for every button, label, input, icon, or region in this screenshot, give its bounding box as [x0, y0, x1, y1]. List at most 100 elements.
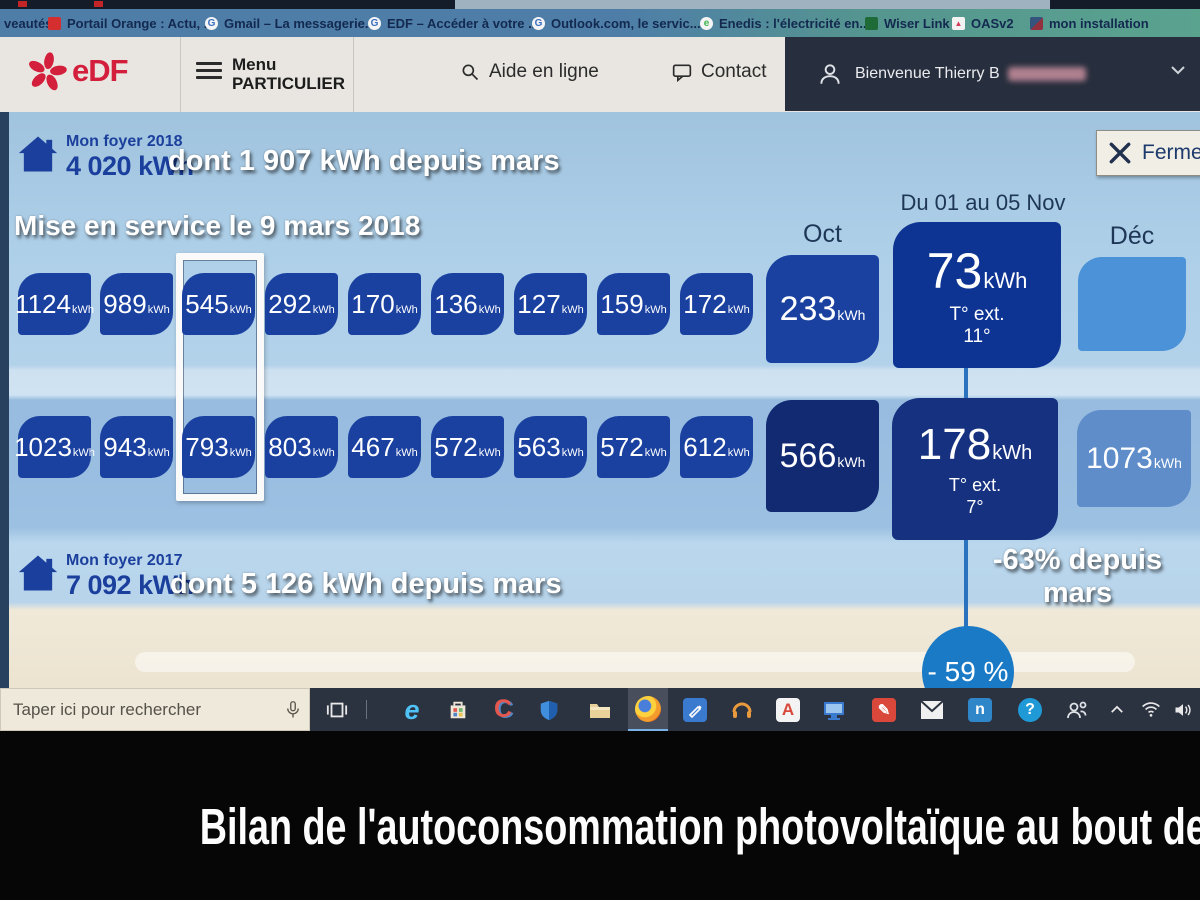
photo-caption: Bilan de l'autoconsommation photovoltaïq… — [199, 798, 1200, 855]
tile-juin-2017[interactable]: 572 kWh — [431, 416, 504, 478]
chat-bubble-icon — [672, 64, 692, 82]
bookmark-outlook[interactable]: G Outlook.com, le servic... — [532, 9, 701, 37]
search-icon — [462, 64, 479, 81]
volume-button[interactable] — [1166, 688, 1200, 731]
bookmark-edf[interactable]: G EDF – Accéder à votre ... — [368, 9, 539, 37]
ie-button[interactable]: e — [392, 688, 432, 731]
tile-avr-2017[interactable]: 803 kWh — [265, 416, 338, 478]
ccleaner-icon: C — [493, 695, 513, 723]
tile-oct-2018[interactable]: 233 kWh — [766, 255, 879, 363]
bookmark-overflow[interactable]: veautés — [4, 15, 53, 31]
help-app-button[interactable]: ? — [1010, 688, 1050, 731]
file-explorer-button[interactable] — [580, 688, 620, 731]
pen-app-button[interactable] — [675, 688, 715, 731]
tile-avr-2018[interactable]: 292 kWh — [265, 273, 338, 335]
tile-nov-2018[interactable]: 73 kWh T° ext. 11° — [893, 222, 1061, 368]
mail-button[interactable] — [912, 688, 952, 731]
people-button[interactable] — [1057, 688, 1097, 731]
account-menu[interactable]: Bienvenue Thierry B — [785, 37, 1200, 111]
sign-app-button[interactable]: ✎ — [864, 688, 904, 731]
browser-bookmark-bar: veautés Portail Orange : Actu, ... G Gma… — [0, 9, 1200, 37]
bookmark-oasv2[interactable]: ▲ OASv2 — [952, 9, 1014, 37]
help-question-icon: ? — [1018, 697, 1042, 722]
photo-caption-area: Bilan de l'autoconsommation photovoltaïq… — [0, 731, 1200, 900]
ccleaner-button[interactable]: C — [483, 688, 523, 731]
bookmark-wiser-link[interactable]: Wiser Link — [865, 9, 950, 37]
tile-oct-2017[interactable]: 566 kWh — [766, 400, 879, 512]
folder-icon — [590, 703, 610, 718]
mic-icon[interactable] — [284, 699, 302, 721]
nov-period-label: Du 01 au 05 Nov — [900, 190, 1066, 215]
task-view-button[interactable] — [317, 688, 357, 731]
tile-aout-2018[interactable]: 159 kWh — [597, 273, 670, 335]
bookmark-portail-orange[interactable]: Portail Orange : Actu, ... — [48, 9, 215, 37]
chevron-up-icon — [1111, 705, 1123, 713]
edf-logo-text: eDF — [72, 53, 129, 88]
foyer-2018-note-overlay: dont 1 907 kWh depuis mars — [168, 145, 560, 177]
dec-label: Déc — [1109, 222, 1155, 250]
help-online-link[interactable]: Aide en ligne — [460, 61, 599, 83]
oasv2-icon: ▲ — [952, 16, 965, 30]
oct-label: Oct — [803, 220, 842, 248]
mise-en-service-overlay: Mise en service le 9 mars 2018 — [14, 210, 421, 241]
house-icon — [18, 555, 58, 591]
g-icon: G — [368, 16, 381, 30]
tile-juin-2018[interactable]: 136 kWh — [431, 273, 504, 335]
tray-expand-button[interactable] — [1100, 688, 1134, 731]
windows-search-box[interactable] — [0, 688, 310, 731]
edf-logo[interactable]: eDF — [26, 50, 129, 92]
signature-pen-icon: ✎ — [872, 697, 896, 722]
defender-button[interactable] — [529, 688, 569, 731]
wiser-link-icon — [865, 16, 878, 30]
delta-since-march-overlay: -63% depuis mars — [992, 544, 1163, 609]
tile-mar-2017[interactable]: 793 kWh — [182, 416, 255, 478]
adobe-button[interactable]: A — [768, 688, 808, 731]
tile-fev-2017[interactable]: 943 kWh — [100, 416, 173, 478]
foyer-2018-title: Mon foyer 2018 — [66, 133, 183, 150]
notes-app-button[interactable]: n — [960, 688, 1000, 731]
tile-sep-2018[interactable]: 172 kWh — [680, 273, 753, 335]
bookmark-mon-installation[interactable]: mon installation — [1030, 9, 1149, 37]
orange-portal-icon — [48, 16, 61, 30]
edf-header: eDF Menu PARTICULIER Aide en ligne Conta… — [0, 37, 1200, 112]
installation-icon — [1030, 16, 1043, 30]
tile-juil-2018[interactable]: 127 kWh — [514, 273, 587, 335]
tile-mar-2018[interactable]: 545 kWh — [182, 273, 255, 335]
store-icon — [450, 701, 466, 718]
windows-taskbar: e C — [0, 688, 1200, 731]
tile-mai-2017[interactable]: 467 kWh — [348, 416, 421, 478]
display-app-button[interactable] — [814, 688, 854, 731]
tile-juil-2017[interactable]: 563 kWh — [514, 416, 587, 478]
chevron-down-icon — [1171, 66, 1185, 75]
menu-button[interactable]: Menu PARTICULIER — [232, 55, 346, 93]
tile-aout-2017[interactable]: 572 kWh — [597, 416, 670, 478]
contact-link[interactable]: Contact — [672, 61, 766, 83]
user-icon — [820, 64, 840, 84]
g-icon: G — [205, 16, 218, 30]
firefox-button[interactable] — [628, 688, 668, 731]
tile-dec-2018-empty[interactable] — [1078, 257, 1186, 351]
bookmark-gmail[interactable]: G Gmail – La messagerie... — [205, 9, 376, 37]
music-app-button[interactable] — [722, 688, 762, 731]
search-input[interactable] — [13, 699, 268, 720]
close-button[interactable]: Fermer — [1096, 130, 1200, 176]
tile-dec-2017[interactable]: 1073 kWh — [1077, 410, 1191, 507]
defender-shield-icon — [540, 700, 558, 720]
hamburger-icon[interactable] — [196, 62, 222, 79]
horizontal-scrollbar[interactable] — [135, 652, 1135, 672]
store-button[interactable] — [438, 688, 478, 731]
firefox-icon — [635, 695, 661, 722]
volume-icon — [1175, 703, 1191, 716]
tile-jan-2018[interactable]: 1124 kWh — [15, 273, 94, 335]
tile-mai-2018[interactable]: 170 kWh — [348, 273, 421, 335]
tile-jan-2017[interactable]: 1023 kWh — [14, 416, 95, 478]
tile-sep-2017[interactable]: 612 kWh — [680, 416, 753, 478]
tile-nov-2017[interactable]: 178 kWh T° ext. 7° — [892, 398, 1058, 540]
enedis-icon: e — [700, 16, 713, 30]
monitor-top-edge — [0, 0, 1200, 9]
tile-fev-2018[interactable]: 989 kWh — [100, 273, 173, 335]
foyer-2017-title: Mon foyer 2017 — [66, 552, 183, 569]
network-button[interactable] — [1134, 688, 1168, 731]
bookmark-enedis[interactable]: e Enedis : l'électricité en... — [700, 9, 870, 37]
